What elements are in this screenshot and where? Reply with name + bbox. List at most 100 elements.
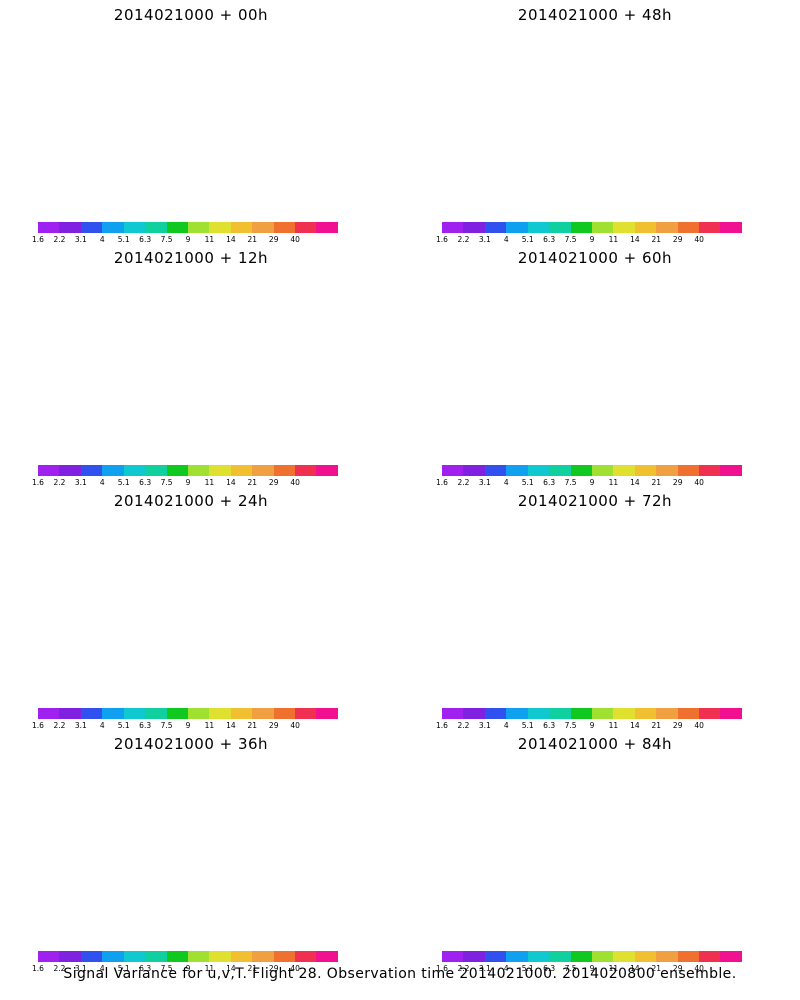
- colorbar-segment: [123, 951, 146, 962]
- colorbar-segment: [549, 951, 571, 962]
- coastline: [206, 297, 281, 347]
- colorbar-ticks: 1.6 2.2 3.1 4 5.1 6.3 7.5 9 11 14 21 29 40: [32, 235, 338, 245]
- colorbar-ticks: 1.6 2.2 3.1 4 5.1 6.3 7.5 9 11 14 21 29 40: [436, 235, 742, 245]
- colorbar-segment: [316, 465, 338, 476]
- colorbar-segment: [506, 951, 528, 962]
- colorbar-segment: [484, 951, 507, 962]
- colorbar-segment: [187, 222, 210, 233]
- colorbar-segment: [634, 222, 657, 233]
- colorbar-segment: [187, 465, 210, 476]
- colorbar-tick-label: 40: [290, 964, 300, 973]
- variance-map: [6, 510, 376, 700]
- panel-title: 2014021000 + 12h: [113, 249, 269, 267]
- colorbar-ticks: 1.6 2.2 3.1 4 5.1 6.3 7.5 9 11 14 21 29 40: [32, 964, 338, 974]
- colorbar-segment: [549, 708, 571, 719]
- colorbar-tick-label: 3.1: [74, 721, 87, 730]
- contour-level: [581, 569, 681, 617]
- colorbar-tick-label: 5.1: [117, 721, 130, 730]
- colorbar-segment: [295, 951, 317, 962]
- coastline: [450, 91, 770, 149]
- colorbar-tick-label: 9: [185, 964, 191, 973]
- coastline: [610, 297, 685, 347]
- colorbar-segment: [463, 465, 485, 476]
- colorbar-segment: [166, 708, 188, 719]
- contour-level: [605, 575, 665, 605]
- colorbar-segment: [442, 465, 464, 476]
- colorbar-tick-label: 1.6: [436, 964, 448, 973]
- contour-level: [465, 535, 765, 675]
- colorbar-tick-label: 3.1: [74, 964, 87, 973]
- colorbar-segment: [166, 951, 188, 962]
- colorbar-tick-label: 40: [290, 235, 300, 244]
- colorbar-tick-label: 5.1: [117, 478, 130, 487]
- panel-title: 2014021000 + 84h: [517, 735, 673, 753]
- panel-title: 2014021000 + 24h: [113, 492, 269, 510]
- colorbar-tick-label: 21: [651, 235, 662, 244]
- colorbar-segment: [527, 951, 550, 962]
- colorbar-tick-label: 2.2: [457, 721, 470, 730]
- colorbar-segment: [59, 951, 81, 962]
- colorbar-tick-label: 5.1: [521, 721, 534, 730]
- contour-level: [554, 806, 700, 873]
- colorbar-tick-label: 3.1: [478, 235, 491, 244]
- colorbar-ticks: 1.6 2.2 3.1 4 5.1 6.3 7.5 9 11 14 21 29 40: [436, 478, 742, 488]
- colorbar-ticks: 1.6 2.2 3.1 4 5.1 6.3 7.5 9 11 14 21 29 40: [32, 478, 338, 488]
- contour-level: [113, 798, 317, 892]
- figure-caption: Signal Variance for u,v,T. Flight 28. Ob…: [63, 966, 737, 982]
- colorbar-segment: [527, 222, 550, 233]
- colorbar-segment: [123, 465, 146, 476]
- colorbar-tick-label: 29: [672, 478, 683, 487]
- coastline: [450, 334, 770, 392]
- colorbar-segment: [527, 465, 550, 476]
- colorbar-segment: [442, 708, 464, 719]
- field-background: [410, 267, 780, 457]
- colorbar-segment: [699, 465, 721, 476]
- colorbar-tick-label: 4: [99, 478, 105, 487]
- colorbar-segment: [720, 951, 742, 962]
- colorbar-segment: [145, 951, 167, 962]
- colorbar-segment: [102, 222, 124, 233]
- colorbar-segment: [506, 465, 528, 476]
- colorbar-tick-label: 11: [608, 721, 619, 730]
- colorbar-segment: [591, 465, 614, 476]
- colorbar-segment: [80, 708, 103, 719]
- contour-level: [542, 76, 704, 150]
- colorbar-tick-label: 2.2: [457, 235, 470, 244]
- colorbar-tick-label: 3.1: [478, 721, 491, 730]
- coastline: [206, 54, 281, 104]
- coastline: [206, 540, 281, 590]
- colorbar-tick-label: 11: [204, 235, 215, 244]
- colorbar-tick-label: 9: [185, 235, 191, 244]
- panel-title: 2014021000 + 48h: [517, 6, 673, 24]
- contour-level: [537, 317, 710, 396]
- colorbar-tick-label: 11: [608, 478, 619, 487]
- colorbar-segment: [295, 708, 317, 719]
- contour-level: [565, 82, 688, 138]
- colorbar-tick-label: 4: [99, 721, 105, 730]
- contour-level: [531, 557, 715, 641]
- colorbar-tick-label: 3.1: [478, 478, 491, 487]
- variance-map: [6, 267, 376, 457]
- colorbar-tick-label: 6.3: [139, 478, 152, 487]
- colorbar-tick-label: 6.3: [139, 964, 152, 973]
- variance-map: [410, 753, 780, 943]
- colorbar-segment: [484, 465, 507, 476]
- contour-level: [561, 323, 693, 383]
- colorbar-segment: [38, 708, 60, 719]
- coastline: [610, 540, 685, 590]
- colorbar-segment: [442, 222, 464, 233]
- colorbar-tick-label: 1.6: [32, 721, 44, 730]
- colorbar-tick-label: 11: [204, 478, 215, 487]
- colorbar-tick-label: 3.1: [74, 235, 87, 244]
- colorbar-tick-label: 2.2: [457, 964, 470, 973]
- colorbar-segment: [463, 222, 485, 233]
- colorbar-tick-label: 14: [226, 478, 236, 487]
- colorbar-segment: [699, 708, 721, 719]
- contour-level: [557, 564, 697, 628]
- colorbar-tick-label: 21: [651, 721, 662, 730]
- colorbar-segment: [145, 222, 167, 233]
- colorbar-segment: [273, 222, 296, 233]
- colorbar-segment: [252, 708, 274, 719]
- colorbar-tick-label: 29: [672, 964, 683, 973]
- colorbar-tick-label: 2.2: [53, 235, 66, 244]
